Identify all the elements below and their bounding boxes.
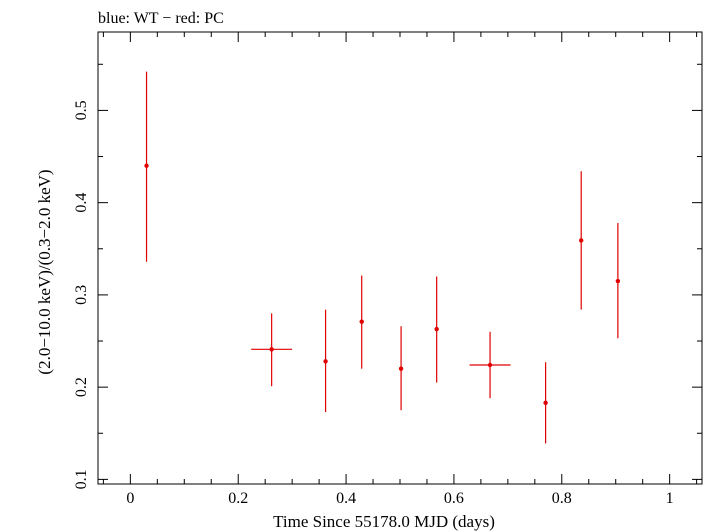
data-marker	[359, 319, 364, 324]
y-axis-label: (2.0−10.0 keV)/(0.3−2.0 keV)	[35, 169, 54, 374]
chart-title: blue: WT − red: PC	[98, 10, 224, 27]
data-marker	[615, 278, 621, 284]
data-point	[469, 331, 511, 399]
data-marker	[434, 326, 439, 332]
data-marker	[398, 366, 404, 371]
y-tick-label: 0.4	[73, 193, 90, 213]
x-tick-label: 0.8	[552, 490, 572, 507]
x-tick-label: 0.6	[444, 490, 464, 507]
data-point	[251, 313, 293, 387]
data-marker	[144, 163, 149, 168]
x-tick-label: 0	[126, 490, 134, 507]
x-tick-label: 0.2	[228, 490, 248, 507]
y-tick-label: 0.1	[73, 469, 90, 489]
data-marker	[487, 362, 493, 368]
x-axis-label: Time Since 55178.0 MJD (days)	[273, 512, 495, 531]
data-point	[543, 362, 548, 444]
data-marker	[579, 238, 584, 243]
y-tick-label: 0.2	[73, 377, 90, 397]
y-tick-label: 0.3	[73, 285, 90, 305]
data-point	[434, 276, 439, 383]
data-point	[323, 309, 328, 413]
data-point	[398, 326, 404, 411]
data-marker	[543, 400, 548, 406]
data-point	[144, 71, 149, 262]
axis-ticks: 0 0.2 0.4 0.6 0.8 1 0.1 0.2 0.3 0.4 0.5	[73, 32, 702, 507]
x-tick-label: 1	[666, 490, 674, 507]
plot-frame	[97, 31, 703, 485]
data-points	[144, 71, 621, 444]
x-tick-label: 0.4	[336, 490, 356, 507]
data-marker	[323, 359, 328, 364]
data-marker	[269, 347, 274, 352]
data-point	[579, 171, 584, 310]
y-tick-label: 0.5	[73, 100, 90, 120]
data-point	[615, 222, 621, 339]
data-point	[359, 275, 364, 369]
